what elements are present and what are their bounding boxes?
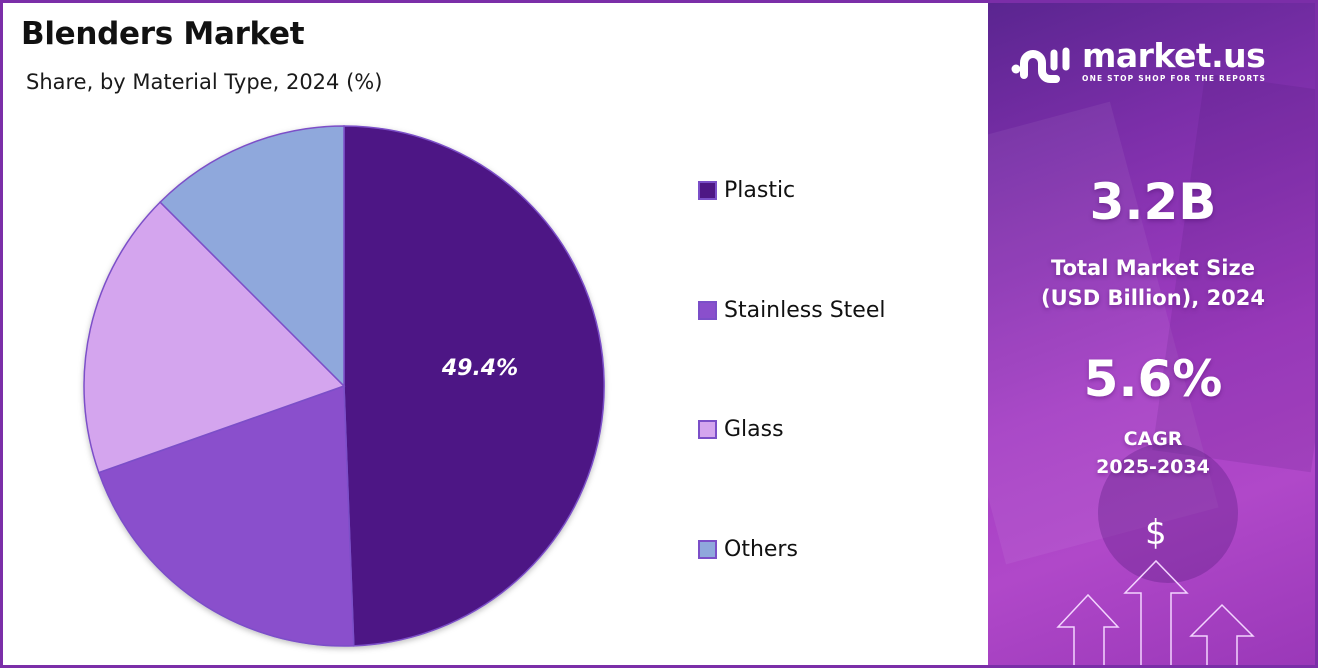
pie-chart: 49.4% bbox=[83, 125, 605, 647]
cagr-period: 2025-2034 bbox=[1096, 456, 1210, 478]
legend-item-stainless-steel[interactable]: Stainless Steel bbox=[698, 298, 885, 323]
background-cup-shape bbox=[1098, 443, 1238, 583]
market-size-label-line2: (USD Billion), 2024 bbox=[1040, 286, 1266, 310]
pie-svg: 49.4% bbox=[83, 125, 605, 647]
legend-label: Stainless Steel bbox=[724, 298, 886, 323]
chart-area: Blenders Market Share, by Material Type,… bbox=[21, 16, 885, 647]
market-us-logo[interactable]: market.us ONE STOP SHOP FOR THE REPORTS bbox=[1010, 39, 1266, 89]
growth-arrows-icon bbox=[1056, 559, 1255, 665]
legend-swatch-others bbox=[698, 540, 717, 559]
cagr-label: CAGR bbox=[1123, 428, 1183, 450]
legend-item-glass[interactable]: Glass bbox=[698, 417, 784, 442]
legend-item-others[interactable]: Others bbox=[698, 537, 798, 562]
chart-subtitle: Share, by Material Type, 2024 (%) bbox=[26, 70, 383, 94]
pie-slice-stainless-steel[interactable] bbox=[97, 384, 355, 647]
cagr-value: 5.6% bbox=[1083, 350, 1223, 408]
legend-swatch-stainless-steel bbox=[698, 301, 717, 320]
summary-panel: market.us ONE STOP SHOP FOR THE REPORTS … bbox=[988, 0, 1318, 668]
slice-label-plastic: 49.4% bbox=[441, 356, 518, 381]
pie-slice-plastic[interactable] bbox=[343, 125, 605, 647]
pie-slice-glass[interactable] bbox=[83, 201, 346, 474]
legend-label: Plastic bbox=[724, 178, 796, 203]
legend-item-plastic[interactable]: Plastic bbox=[698, 178, 795, 203]
logo-name: market.us bbox=[1082, 36, 1266, 75]
logo-icon bbox=[1011, 47, 1070, 83]
market-size-value: 3.2B bbox=[1089, 173, 1217, 231]
dollar-icon: $ bbox=[1145, 513, 1167, 553]
legend-swatch-glass bbox=[698, 420, 717, 439]
legend-label: Glass bbox=[724, 417, 784, 442]
legend-label: Others bbox=[724, 537, 798, 562]
logo-tagline: ONE STOP SHOP FOR THE REPORTS bbox=[1082, 74, 1267, 83]
legend-swatch-plastic bbox=[698, 181, 717, 200]
pie-slice-others[interactable] bbox=[159, 125, 345, 388]
market-size-label-line1: Total Market Size bbox=[1051, 256, 1255, 280]
chart-title: Blenders Market bbox=[21, 16, 305, 52]
